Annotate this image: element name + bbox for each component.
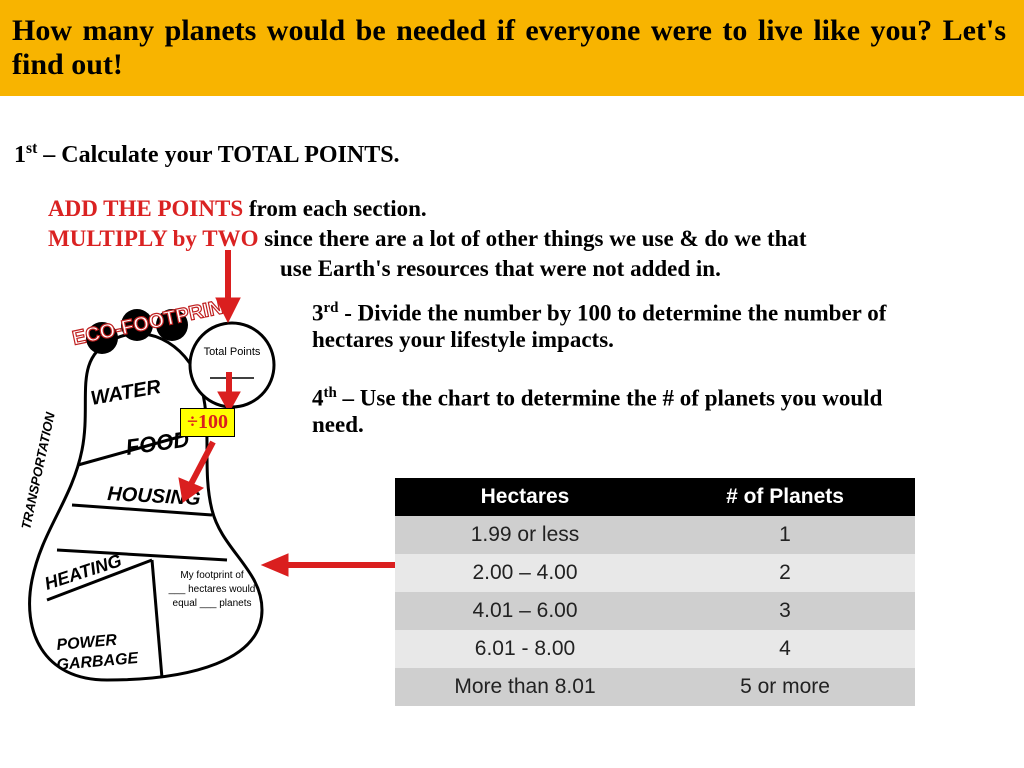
multiply-line: MULTIPLY by TWO since there are a lot of… xyxy=(48,226,988,252)
svg-text:Total Points: Total Points xyxy=(204,346,261,358)
table-row: 2.00 – 4.002 xyxy=(395,554,915,592)
table-row: 1.99 or less1 xyxy=(395,516,915,554)
col-hectares: Hectares xyxy=(395,478,655,516)
add-points-line: ADD THE POINTS from each section. xyxy=(48,196,427,222)
arrow-from-table xyxy=(260,550,400,580)
step-1: 1st – Calculate your TOTAL POINTS. xyxy=(14,140,400,169)
svg-text:equal ___ planets: equal ___ planets xyxy=(173,598,252,609)
svg-text:My footprint of: My footprint of xyxy=(180,570,244,581)
title-banner: How many planets would be needed if ever… xyxy=(0,0,1024,96)
table-row: 4.01 – 6.003 xyxy=(395,592,915,630)
arrow-to-result xyxy=(175,438,225,508)
table-row: More than 8.015 or more xyxy=(395,668,915,706)
hectares-table: Hectares # of Planets 1.99 or less1 2.00… xyxy=(395,478,915,706)
svg-text:TRANSPORTATION: TRANSPORTATION xyxy=(18,410,58,530)
multiply-line-cont: use Earth's resources that were not adde… xyxy=(280,256,721,282)
arrow-to-total-points xyxy=(208,250,248,325)
divide-100-box: ÷100 xyxy=(180,408,235,437)
table-header-row: Hectares # of Planets xyxy=(395,478,915,516)
eco-footprint-diagram: ECO-FOOTPRINT WATER FOOD HOUSING HEATING… xyxy=(12,300,312,700)
table-row: 6.01 - 8.004 xyxy=(395,630,915,668)
svg-text:___ hectares would: ___ hectares would xyxy=(168,584,256,595)
col-planets: # of Planets xyxy=(655,478,915,516)
step-3: 3rd - Divide the number by 100 to determ… xyxy=(312,300,932,353)
step-4: 4th – Use the chart to determine the # o… xyxy=(312,385,932,438)
